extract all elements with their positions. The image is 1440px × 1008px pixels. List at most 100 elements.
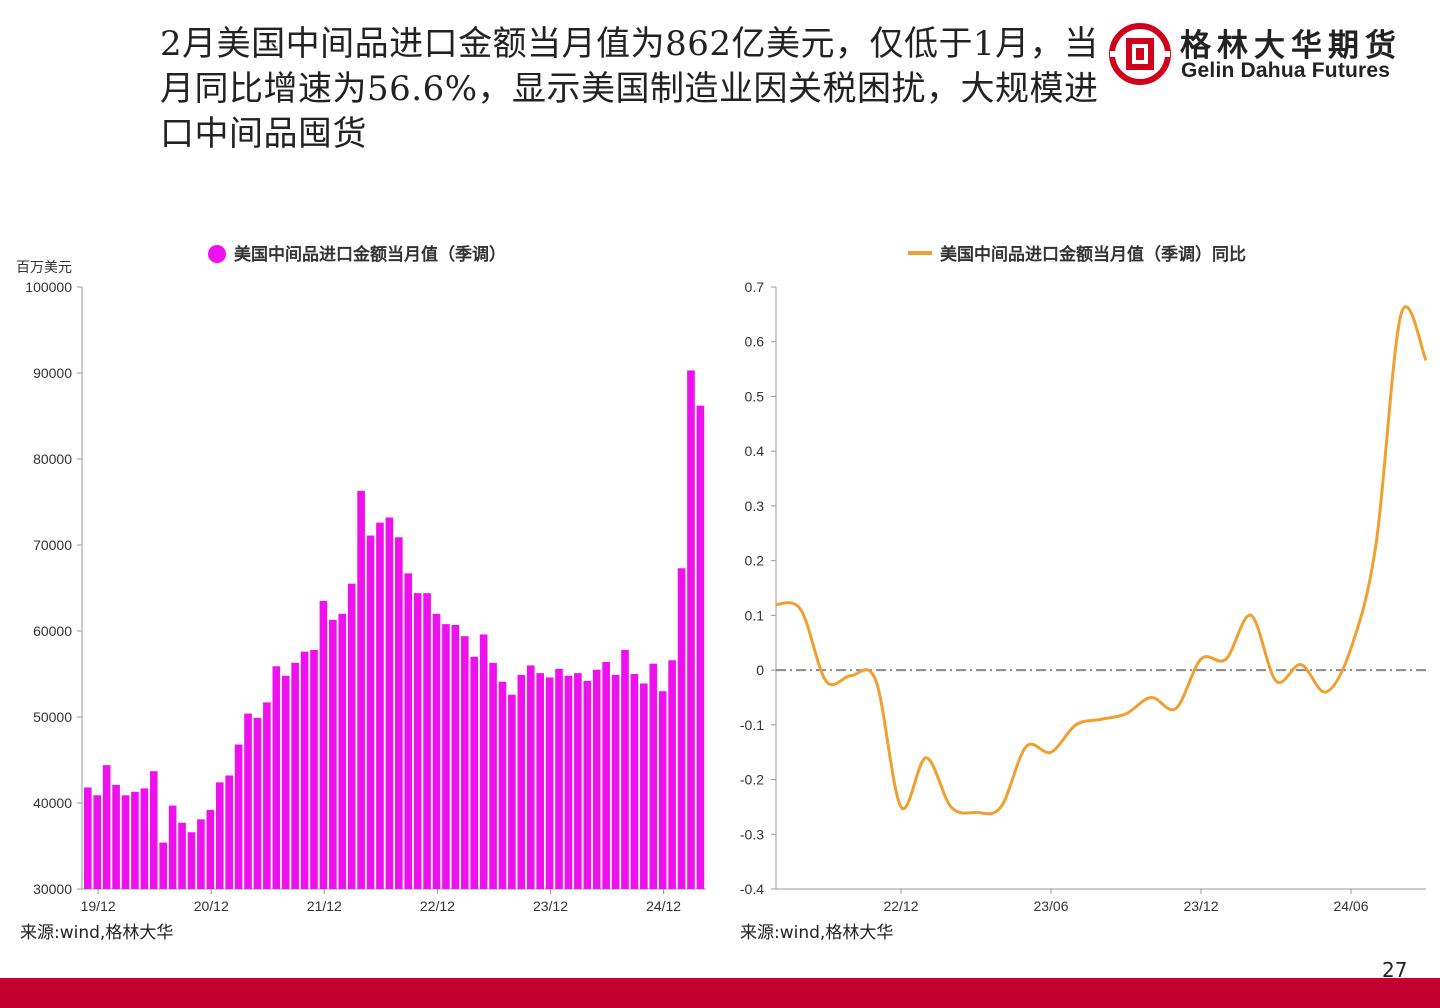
bar	[677, 568, 686, 889]
bar	[649, 663, 658, 889]
bar	[611, 674, 620, 889]
x-tick-label: 22/12	[420, 898, 455, 914]
y-tick-label: -0.3	[740, 826, 764, 842]
bar	[112, 784, 120, 889]
y-tick-label: 30000	[33, 881, 72, 897]
bar	[385, 517, 394, 889]
y-tick-label: 90000	[33, 365, 72, 381]
line-chart-legend: 美国中间品进口金额当月值（季调）同比	[908, 240, 1246, 265]
x-tick-label: 23/12	[533, 898, 568, 914]
bar	[197, 819, 205, 889]
y-tick-label: 0.2	[745, 553, 765, 569]
headline: 2月美国中间品进口金额当月值为862亿美元，仅低于1月，当月同比增速为56.6%…	[160, 24, 1099, 154]
bar	[329, 619, 337, 889]
bar	[347, 583, 356, 889]
y-tick-label: -0.4	[740, 881, 764, 897]
bar	[526, 665, 535, 889]
bar	[517, 674, 526, 889]
bar	[583, 680, 592, 889]
bar	[272, 666, 281, 889]
y-tick-label: 0.6	[745, 334, 765, 350]
bar	[668, 660, 676, 889]
y-tick-label: 60000	[33, 623, 72, 639]
y-tick-label: 0.7	[745, 279, 765, 295]
bar	[84, 787, 92, 889]
bar	[376, 522, 384, 889]
bar	[159, 842, 168, 889]
y-tick-label: 0.3	[745, 498, 765, 514]
bar	[555, 668, 563, 889]
bar-legend-label: 美国中间品进口金额当月值（季调）	[234, 245, 506, 265]
bar	[300, 651, 309, 889]
bar	[658, 691, 667, 889]
line-legend-label: 美国中间品进口金额当月值（季调）同比	[940, 245, 1246, 265]
bar	[149, 771, 158, 889]
y-tick-label: -0.2	[740, 772, 764, 788]
bar	[479, 634, 488, 889]
bar	[102, 765, 111, 889]
y-tick-label: 100000	[25, 279, 72, 295]
bar	[630, 674, 639, 889]
bar	[244, 713, 252, 889]
bar-chart: 30000 40000 50000 60000 70000 80000 90000 10000…	[25, 279, 706, 914]
bar	[234, 744, 243, 889]
bar	[508, 694, 516, 889]
bar	[687, 370, 695, 889]
bar	[93, 795, 102, 889]
bar	[696, 405, 705, 889]
bar	[215, 782, 224, 889]
logo-chinese-name: 格林大华期货	[1180, 28, 1402, 64]
bar-chart-source: 来源:wind,格林大华	[20, 923, 174, 943]
bar	[574, 673, 582, 889]
bar	[225, 775, 233, 889]
bar	[432, 613, 441, 889]
bar	[640, 683, 648, 889]
line-chart-source: 来源:wind,格林大华	[740, 923, 894, 943]
bar	[564, 675, 573, 889]
bar	[187, 832, 196, 889]
bar	[121, 795, 130, 889]
x-tick-label: 23/06	[1033, 898, 1068, 914]
line-legend-marker-icon	[908, 251, 932, 255]
bar	[357, 490, 365, 889]
bar	[536, 673, 544, 889]
y-tick-label: 70000	[33, 537, 72, 553]
y-tick-label: 0	[756, 662, 764, 678]
company-logo: 格林大华期货 Gelin Dahua Futures	[1106, 20, 1426, 90]
bar	[470, 656, 479, 889]
bar	[168, 805, 177, 889]
yoy-series-line	[775, 305, 1428, 816]
y-tick-label: -0.1	[740, 717, 764, 733]
logo-emblem-icon	[1109, 23, 1171, 85]
bar	[602, 661, 610, 889]
bar	[489, 662, 497, 889]
bar	[621, 649, 629, 889]
bar	[395, 537, 403, 889]
bar	[423, 593, 431, 889]
bar	[451, 624, 460, 889]
bar	[131, 791, 139, 889]
bar	[404, 573, 413, 889]
bar-legend-marker-icon	[208, 245, 226, 263]
bar	[281, 675, 290, 889]
bar	[460, 636, 469, 889]
bar	[545, 677, 554, 889]
bar	[310, 649, 318, 889]
line-chart: -0.4 -0.3 -0.2 -0.1 0 0.1 0.2 0.3 0.4 0.5 0.6 0.7 22…	[740, 279, 1428, 914]
bar-chart-legend: 美国中间品进口金额当月值（季调）	[208, 240, 506, 265]
logo-english-name: Gelin Dahua Futures	[1181, 59, 1391, 82]
bar	[140, 788, 149, 889]
y-tick-label: 0.1	[745, 607, 765, 623]
y-tick-label: 50000	[33, 709, 72, 725]
bar-chart-unit-label: 百万美元	[16, 260, 72, 276]
bar	[442, 624, 450, 889]
bar	[178, 822, 186, 889]
x-tick-label: 23/12	[1183, 898, 1218, 914]
bar	[413, 593, 422, 889]
x-tick-label: 24/06	[1333, 898, 1368, 914]
x-tick-label: 20/12	[194, 898, 229, 914]
x-tick-label: 22/12	[883, 898, 918, 914]
bar	[206, 809, 215, 889]
y-tick-label: 40000	[33, 795, 72, 811]
bar	[338, 613, 347, 889]
